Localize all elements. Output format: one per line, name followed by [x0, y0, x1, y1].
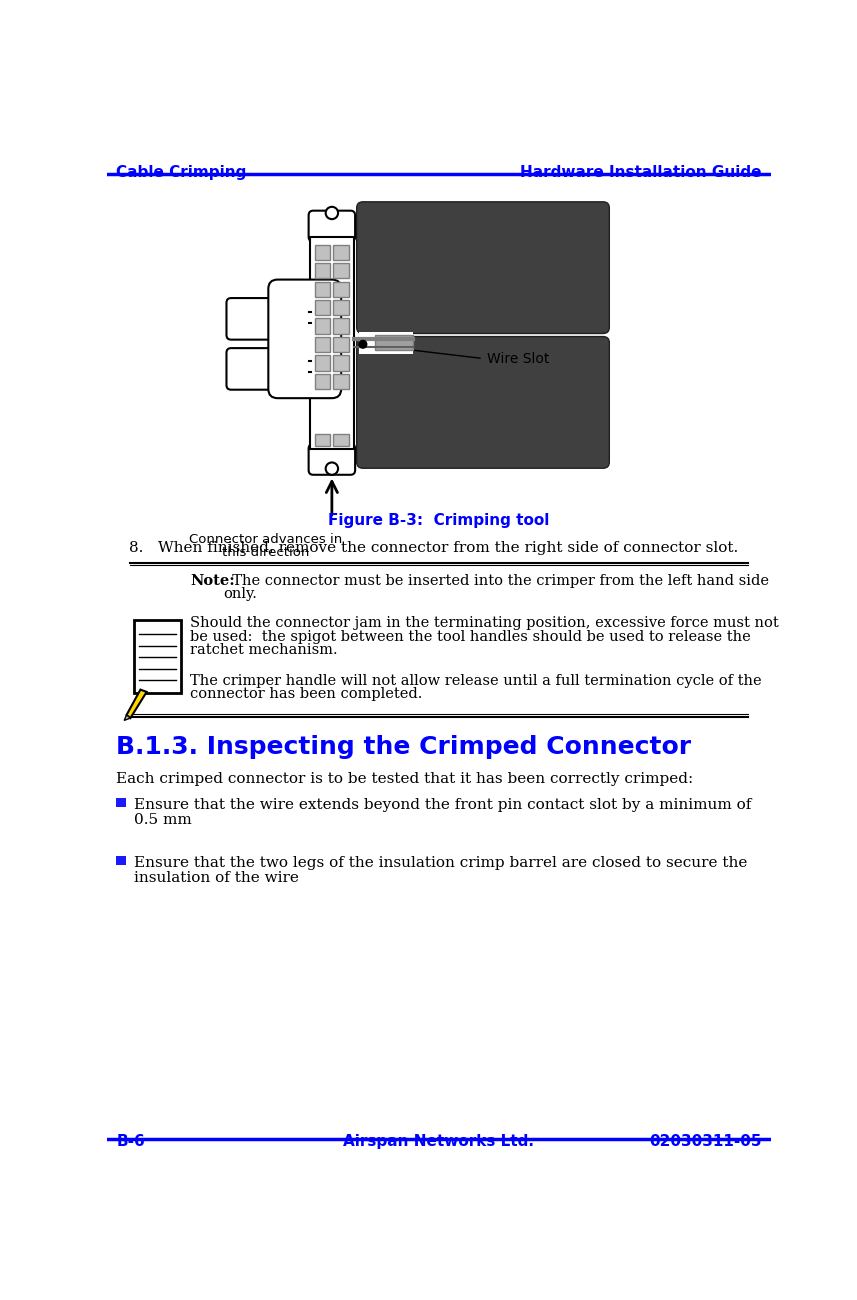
Text: 0.5 mm: 0.5 mm — [135, 812, 192, 827]
Text: Figure B-3:  Crimping tool: Figure B-3: Crimping tool — [328, 512, 549, 528]
Bar — [315, 355, 330, 370]
Text: Hardware Installation Guide: Hardware Installation Guide — [520, 165, 762, 181]
Text: only.: only. — [224, 588, 257, 601]
Bar — [135, 620, 181, 693]
Bar — [117, 855, 126, 866]
Text: Ensure that the wire extends beyond the front pin contact slot by a minimum of: Ensure that the wire extends beyond the … — [135, 798, 752, 812]
Text: Note:: Note: — [190, 575, 235, 588]
FancyBboxPatch shape — [268, 280, 341, 398]
Bar — [333, 374, 349, 389]
Text: B.1.3. Inspecting the Crimped Connector: B.1.3. Inspecting the Crimped Connector — [117, 734, 692, 759]
Bar — [315, 318, 330, 334]
Text: The connector must be inserted into the crimper from the left hand side: The connector must be inserted into the … — [224, 575, 770, 588]
Bar — [315, 263, 330, 278]
Bar — [359, 332, 413, 354]
Text: this direction: this direction — [222, 546, 309, 559]
Text: be used:  the spigot between the tool handles should be used to release the: be used: the spigot between the tool han… — [190, 629, 751, 644]
Bar — [333, 244, 349, 260]
FancyBboxPatch shape — [226, 348, 325, 390]
Circle shape — [326, 463, 338, 474]
Bar — [315, 434, 330, 446]
Text: Wire Slot: Wire Slot — [487, 352, 549, 367]
Bar — [333, 434, 349, 446]
Text: Airspan Networks Ltd.: Airspan Networks Ltd. — [344, 1135, 534, 1149]
Bar — [333, 337, 349, 352]
Polygon shape — [127, 689, 147, 718]
Text: Should the connector jam in the terminating position, excessive force must not: Should the connector jam in the terminat… — [190, 616, 779, 630]
Bar — [315, 300, 330, 316]
Text: ratchet mechanism.: ratchet mechanism. — [190, 642, 338, 657]
Bar — [375, 335, 413, 351]
Text: insulation of the wire: insulation of the wire — [135, 871, 299, 884]
Text: connector has been completed.: connector has been completed. — [190, 688, 423, 701]
Circle shape — [326, 207, 338, 220]
Bar — [333, 300, 349, 316]
Circle shape — [359, 341, 367, 348]
FancyBboxPatch shape — [309, 211, 355, 242]
Text: The crimper handle will not allow release until a full termination cycle of the: The crimper handle will not allow releas… — [190, 675, 762, 688]
Bar — [310, 237, 354, 448]
Polygon shape — [124, 715, 130, 720]
FancyBboxPatch shape — [357, 202, 609, 334]
Text: Connector advances in: Connector advances in — [189, 533, 343, 546]
Text: Ensure that the two legs of the insulation crimp barrel are closed to secure the: Ensure that the two legs of the insulati… — [135, 855, 747, 870]
Text: Cable Crimping: Cable Crimping — [117, 165, 247, 181]
Bar — [117, 798, 126, 807]
FancyBboxPatch shape — [226, 298, 325, 339]
Bar — [333, 355, 349, 370]
Text: 8.   When finished, remove the connector from the right side of connector slot.: 8. When finished, remove the connector f… — [129, 541, 738, 555]
Bar — [333, 282, 349, 296]
Bar — [315, 374, 330, 389]
Bar — [315, 244, 330, 260]
FancyBboxPatch shape — [357, 337, 609, 468]
Bar — [315, 337, 330, 352]
FancyBboxPatch shape — [309, 445, 355, 474]
Text: 02030311-05: 02030311-05 — [650, 1135, 762, 1149]
Text: B-6: B-6 — [117, 1135, 145, 1149]
Bar — [333, 263, 349, 278]
Bar — [315, 282, 330, 296]
Text: Each crimped connector is to be tested that it has been correctly crimped:: Each crimped connector is to be tested t… — [117, 772, 693, 786]
Bar — [333, 318, 349, 334]
